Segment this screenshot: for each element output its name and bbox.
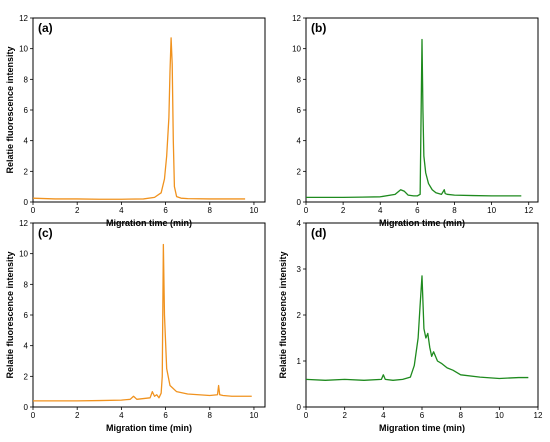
x-tick-label: 6 xyxy=(420,411,425,420)
x-tick-label: 0 xyxy=(304,411,309,420)
plot-frame xyxy=(32,222,266,408)
x-axis-label: Migration time (min) xyxy=(106,423,192,433)
y-tick-label: 8 xyxy=(297,75,302,84)
plot-frame xyxy=(32,17,266,203)
y-axis-label: Relatie fluorescence intensity xyxy=(278,251,288,378)
x-tick-label: 6 xyxy=(415,206,420,215)
x-tick-label: 0 xyxy=(31,411,36,420)
x-tick-label: 12 xyxy=(534,411,543,420)
x-tick-label: 8 xyxy=(458,411,463,420)
y-tick-label: 10 xyxy=(292,45,301,54)
y-tick-label: 3 xyxy=(297,265,302,274)
x-tick-label: 8 xyxy=(208,411,213,420)
y-tick-label: 4 xyxy=(297,219,302,228)
y-tick-label: 4 xyxy=(297,137,302,146)
y-tick-label: 10 xyxy=(19,45,28,54)
series-line xyxy=(32,37,246,200)
y-tick-label: 12 xyxy=(19,14,28,23)
y-tick-label: 2 xyxy=(24,167,29,176)
y-tick-label: 4 xyxy=(24,342,29,351)
series-line xyxy=(33,243,252,402)
y-axis-label: Relatie fluorescence intensity xyxy=(5,46,15,173)
panel-label: (a) xyxy=(38,21,53,35)
x-tick-label: 4 xyxy=(119,206,124,215)
y-tick-label: 0 xyxy=(24,198,29,207)
y-tick-label: 0 xyxy=(24,403,29,412)
x-tick-label: 4 xyxy=(381,411,386,420)
y-tick-label: 8 xyxy=(24,75,29,84)
y-tick-label: 8 xyxy=(24,280,29,289)
y-tick-label: 2 xyxy=(297,311,302,320)
y-tick-label: 12 xyxy=(19,219,28,228)
y-tick-label: 0 xyxy=(297,403,302,412)
y-tick-label: 4 xyxy=(24,137,29,146)
x-tick-label: 12 xyxy=(524,206,533,215)
y-tick-label: 12 xyxy=(292,14,301,23)
x-tick-label: 4 xyxy=(119,411,124,420)
x-tick-label: 2 xyxy=(342,411,347,420)
y-tick-label: 2 xyxy=(24,372,29,381)
x-tick-label: 2 xyxy=(341,206,346,215)
panel-label: (b) xyxy=(311,21,326,35)
chart-panel: 0 2 4 6 8 10 0 2 4 6 8 10 12 (c) Migration time (min) R… xyxy=(5,219,266,433)
x-tick-label: 6 xyxy=(163,206,168,215)
y-tick-label: 2 xyxy=(297,167,302,176)
y-tick-label: 6 xyxy=(24,311,29,320)
x-tick-label: 8 xyxy=(452,206,457,215)
x-tick-label: 10 xyxy=(249,206,258,215)
x-tick-label: 4 xyxy=(378,206,383,215)
x-tick-label: 10 xyxy=(249,411,258,420)
x-tick-label: 6 xyxy=(163,411,168,420)
x-tick-label: 10 xyxy=(495,411,504,420)
x-axis-label: Migration time (min) xyxy=(379,423,465,433)
series-line xyxy=(305,275,529,381)
y-tick-label: 10 xyxy=(19,250,28,259)
series-line xyxy=(306,38,522,199)
y-tick-label: 6 xyxy=(297,106,302,115)
y-tick-label: 6 xyxy=(24,106,29,115)
x-tick-label: 0 xyxy=(304,206,309,215)
y-axis-label: Relatie fluorescence intensity xyxy=(5,251,15,378)
x-tick-label: 10 xyxy=(487,206,496,215)
x-tick-label: 2 xyxy=(75,411,80,420)
panel-label: (d) xyxy=(311,226,326,240)
x-tick-label: 0 xyxy=(31,206,36,215)
x-tick-label: 8 xyxy=(208,206,213,215)
y-tick-label: 1 xyxy=(297,357,302,366)
y-tick-label: 0 xyxy=(297,198,302,207)
x-tick-label: 2 xyxy=(75,206,80,215)
panel-label: (c) xyxy=(38,226,53,240)
